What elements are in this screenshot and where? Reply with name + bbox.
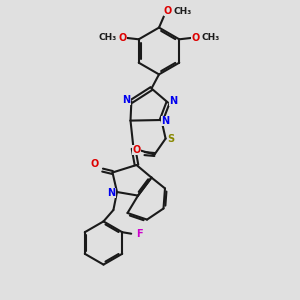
Text: CH₃: CH₃ xyxy=(174,7,192,16)
Text: CH₃: CH₃ xyxy=(201,33,220,42)
Text: F: F xyxy=(136,229,142,239)
Text: O: O xyxy=(118,33,127,43)
Text: O: O xyxy=(90,159,98,169)
Text: O: O xyxy=(132,145,141,155)
Text: N: N xyxy=(169,96,177,106)
Text: N: N xyxy=(122,95,131,105)
Text: O: O xyxy=(191,33,200,43)
Text: O: O xyxy=(164,6,172,16)
Text: CH₃: CH₃ xyxy=(98,33,117,42)
Text: N: N xyxy=(107,188,116,198)
Text: S: S xyxy=(167,134,175,144)
Text: N: N xyxy=(161,116,169,126)
